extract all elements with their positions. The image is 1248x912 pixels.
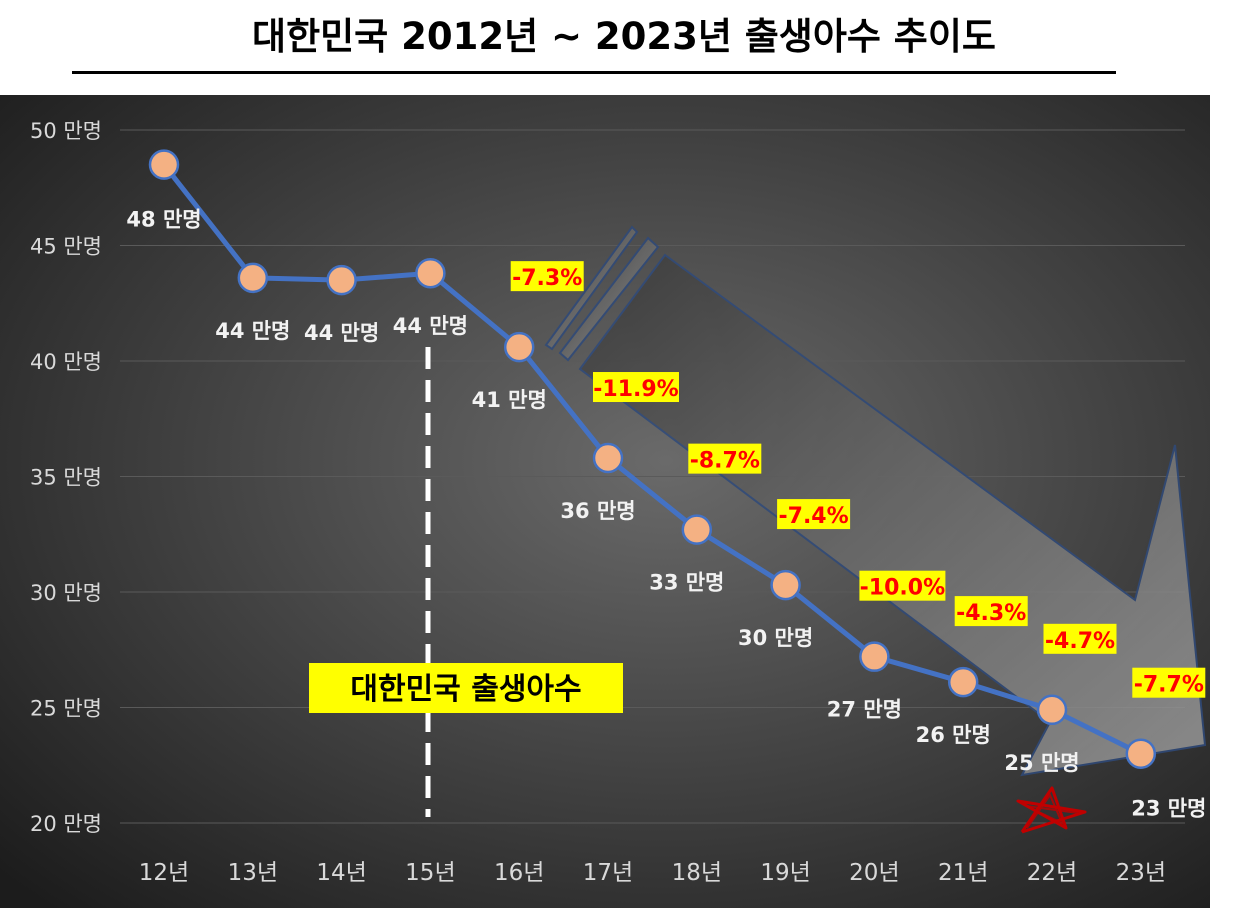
x-tick-label: 14년 [316, 860, 366, 886]
data-label: 44 만명 [215, 319, 290, 343]
pct-change-label: -8.7% [690, 449, 760, 474]
pct-change-label: -11.9% [593, 377, 678, 402]
data-point [503, 331, 535, 363]
x-tick-label: 22년 [1027, 860, 1077, 886]
data-point [148, 149, 180, 180]
annotation-box [309, 663, 623, 713]
chart-svg: 50 만명 45 만명 40 만명 35 만명 30 만명 25 만명 20 만명 12년 13… [0, 95, 1210, 908]
x-tick-label: 18년 [672, 860, 722, 886]
data-point [947, 666, 979, 698]
pct-change-box [859, 570, 946, 601]
arrow-stripe-1 [544, 225, 639, 351]
pct-change-label: -10.0% [860, 576, 945, 601]
plot-background [0, 95, 1210, 908]
pct-change-box [954, 596, 1028, 627]
pct-change-box [1132, 667, 1206, 698]
x-tick-label: 12년 [139, 860, 189, 886]
pct-change-box [510, 261, 584, 292]
pct-change-label: -4.3% [956, 601, 1026, 626]
data-label: 44 만명 [304, 321, 379, 345]
y-tick-label: 40 만명 [30, 350, 102, 374]
y-tick-label: 30 만명 [30, 581, 102, 605]
x-tick-label: 15년 [405, 860, 455, 886]
data-label: 41 만명 [472, 388, 547, 412]
pct-change-label: -7.4% [779, 504, 849, 529]
data-label: 26 만명 [916, 723, 991, 747]
data-point [1125, 738, 1157, 769]
y-tick-label: 25 만명 [30, 697, 102, 721]
data-label: 23 만명 [1131, 797, 1206, 821]
x-tick-label: 20년 [849, 860, 899, 886]
data-point [859, 641, 890, 672]
y-tick-label: 45 만명 [30, 235, 102, 259]
chart-area: 50 만명 45 만명 40 만명 35 만명 30 만명 25 만명 20 만명 12년 13… [0, 95, 1210, 908]
pct-change-box [593, 372, 679, 403]
pct-change-box [688, 443, 762, 474]
y-tick-label: 35 만명 [30, 466, 102, 490]
x-tick-label: 23년 [1116, 860, 1166, 886]
data-point [237, 262, 269, 294]
data-point [770, 569, 801, 601]
data-label: 33 만명 [649, 571, 724, 595]
x-tick-label: 17년 [583, 860, 633, 886]
data-point [415, 257, 446, 289]
data-label: 36 만명 [560, 499, 635, 523]
data-label: 44 만명 [393, 314, 468, 338]
y-tick-label: 20 만명 [30, 812, 102, 836]
data-point [1036, 694, 1068, 726]
annotation-text: 대한민국 출생아수 [350, 672, 581, 707]
x-tick-label: 19년 [760, 860, 810, 886]
y-tick-label: 50 만명 [30, 119, 102, 143]
pct-change-label: -7.7% [1134, 673, 1204, 698]
chart-title: 대한민국 2012년 ~ 2023년 출생아수 추이도 [252, 15, 996, 58]
pct-change-box [1043, 623, 1117, 654]
pct-change-box [777, 499, 851, 530]
title-underline [72, 71, 1116, 74]
x-tick-label: 13년 [228, 860, 278, 886]
data-label: 27 만명 [827, 698, 902, 722]
arrow-stripe-2 [558, 236, 660, 362]
data-label: 25 만명 [1004, 751, 1079, 775]
data-point [326, 264, 357, 296]
pct-change-label: -4.7% [1045, 629, 1115, 654]
data-label: 30 만명 [738, 626, 813, 650]
x-tick-label: 16년 [494, 860, 544, 886]
pct-change-label: -7.3% [512, 266, 582, 291]
x-tick-label: 21년 [938, 860, 988, 886]
star-mark [1016, 786, 1087, 834]
data-point [592, 442, 624, 474]
data-label: 48 만명 [126, 208, 201, 232]
data-point [681, 514, 713, 545]
